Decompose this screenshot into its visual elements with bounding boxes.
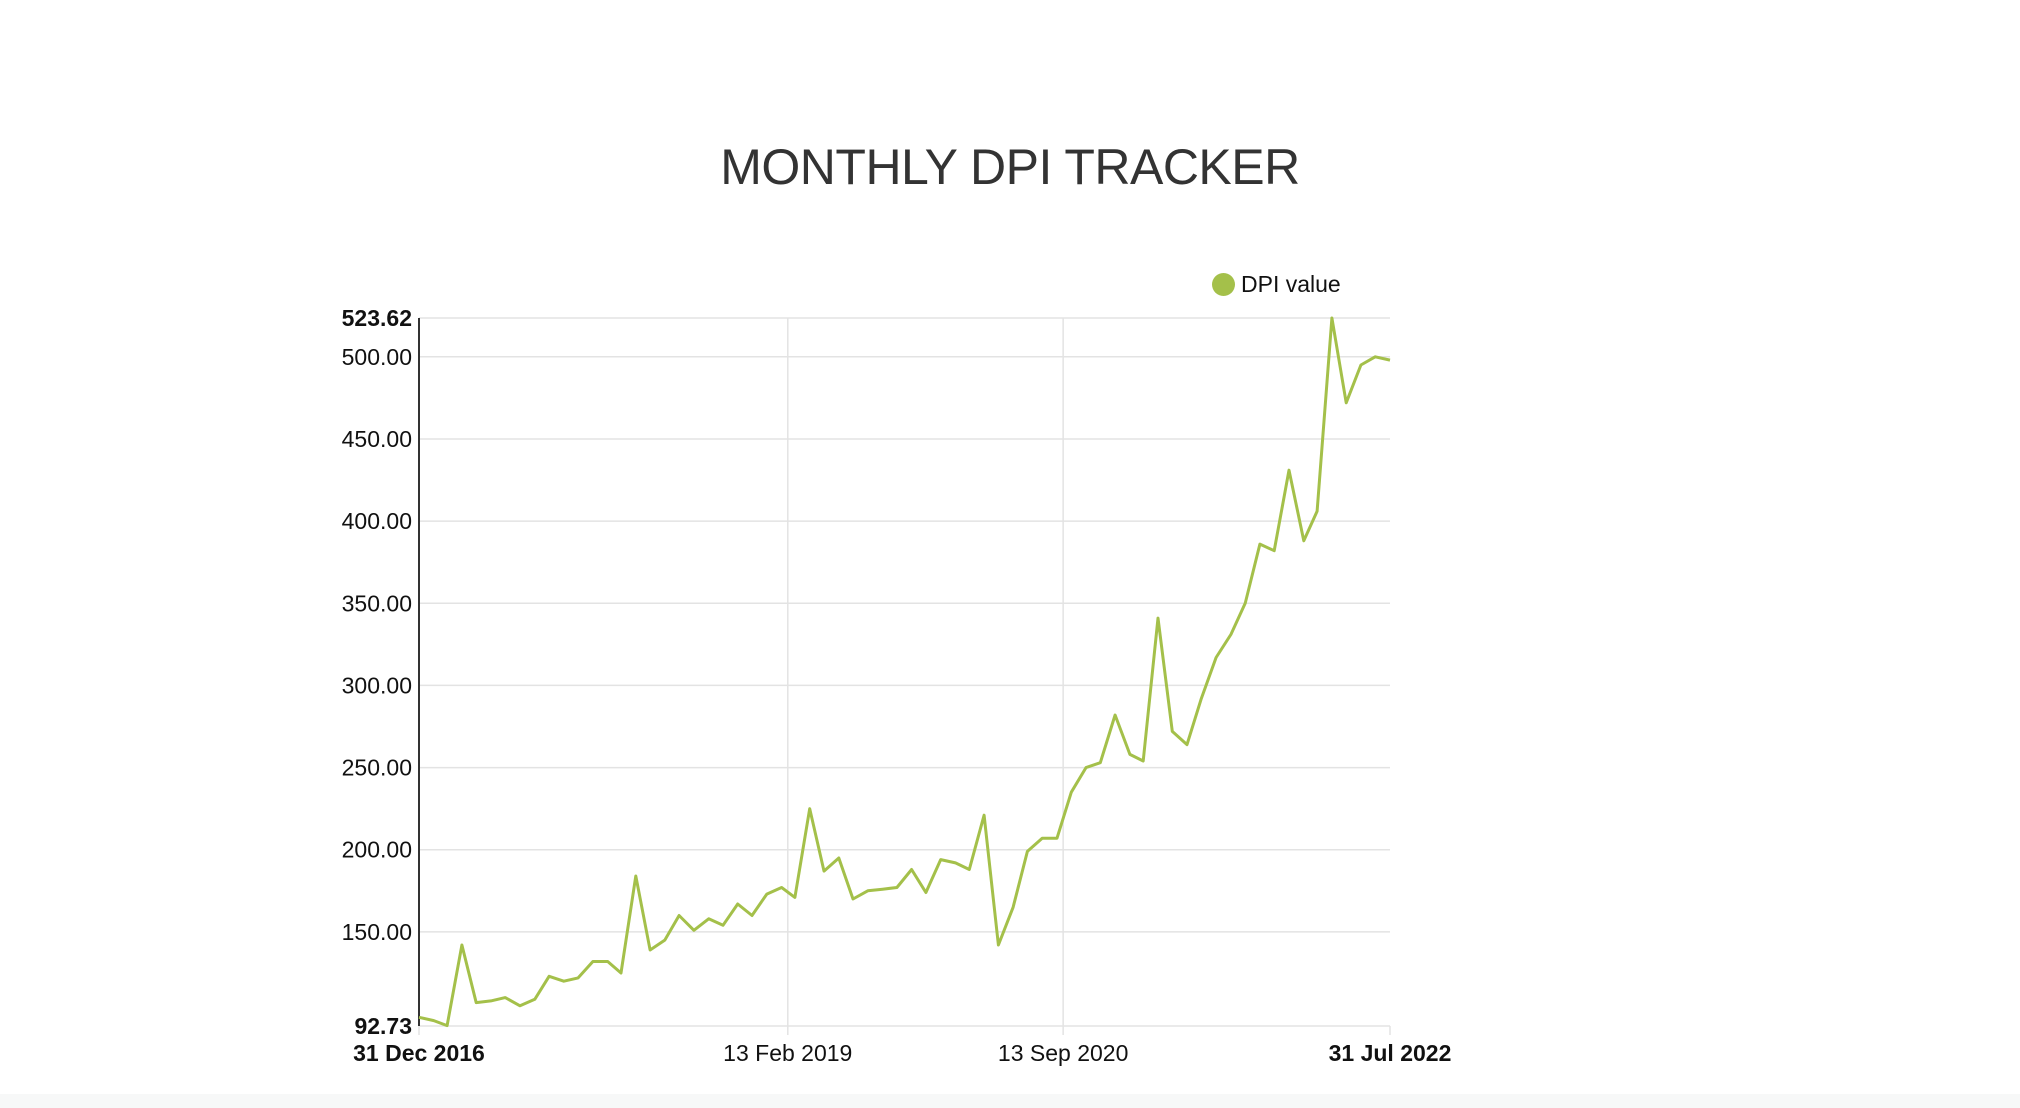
data-point	[881, 887, 885, 891]
data-point	[939, 858, 943, 862]
data-point	[1272, 549, 1276, 553]
data-point	[663, 938, 667, 942]
x-tick-label: 13 Sep 2020	[998, 1040, 1128, 1066]
y-tick-label: 200.00	[342, 837, 412, 863]
data-point	[648, 948, 652, 952]
data-point	[1084, 766, 1088, 770]
series-line-dpi-value	[418, 316, 1391, 1028]
data-point	[1229, 633, 1233, 637]
data-point	[1388, 358, 1392, 362]
data-point	[1040, 836, 1044, 840]
data-point	[547, 974, 551, 978]
data-point	[982, 813, 986, 817]
data-point	[924, 891, 928, 895]
data-point	[837, 856, 841, 860]
data-point	[1330, 316, 1334, 320]
data-point	[1199, 697, 1203, 701]
data-point	[1098, 761, 1102, 765]
data-point	[1128, 752, 1132, 756]
data-point	[910, 868, 914, 872]
data-point	[1373, 355, 1377, 359]
x-tick-label: 31 Jul 2022	[1329, 1040, 1452, 1066]
data-point	[460, 943, 464, 947]
data-point	[1243, 601, 1247, 605]
data-point	[692, 928, 696, 932]
data-point	[619, 971, 623, 975]
data-point	[445, 1024, 449, 1028]
data-point	[996, 943, 1000, 947]
data-point	[765, 892, 769, 896]
data-point	[967, 868, 971, 872]
data-point	[750, 914, 754, 918]
data-point	[677, 914, 681, 918]
data-point	[866, 889, 870, 893]
data-point	[591, 960, 595, 964]
data-point	[634, 874, 638, 878]
data-point	[954, 861, 958, 865]
data-point	[895, 886, 899, 890]
y-tick-label: 92.73	[354, 1013, 412, 1039]
chart-title: MONTHLY DPI TRACKER	[720, 139, 1300, 195]
page-footer-strip	[0, 1094, 2020, 1108]
data-point	[576, 976, 580, 980]
legend-label: DPI value	[1241, 271, 1341, 297]
y-tick-label: 500.00	[342, 344, 412, 370]
data-point	[793, 895, 797, 899]
data-point	[417, 1015, 421, 1019]
data-point	[1170, 729, 1174, 733]
data-point	[1011, 905, 1015, 909]
y-tick-label: 250.00	[342, 755, 412, 781]
data-point	[1185, 743, 1189, 747]
data-point	[721, 923, 725, 927]
data-point	[1055, 836, 1059, 840]
y-tick-label: 150.00	[342, 919, 412, 945]
data-point	[736, 902, 740, 906]
data-point	[808, 807, 812, 811]
data-point	[606, 960, 610, 964]
data-point	[1141, 759, 1145, 763]
data-point	[1113, 713, 1117, 717]
data-point	[489, 999, 493, 1003]
data-point	[1315, 509, 1319, 513]
data-point	[562, 979, 566, 983]
data-point	[533, 997, 537, 1001]
y-tick-label: 350.00	[342, 590, 412, 616]
y-tick-label: 523.62	[342, 305, 412, 331]
data-point	[1344, 401, 1348, 405]
y-tick-label: 450.00	[342, 426, 412, 452]
data-point	[1025, 849, 1029, 853]
y-tick-label: 400.00	[342, 508, 412, 534]
x-tick-label: 31 Dec 2016	[353, 1040, 485, 1066]
data-point	[1156, 616, 1160, 620]
data-point	[1359, 363, 1363, 367]
data-point	[1302, 539, 1306, 543]
data-point	[1214, 656, 1218, 660]
legend-swatch-icon	[1212, 273, 1235, 296]
data-point	[503, 996, 507, 1000]
data-point	[851, 897, 855, 901]
data-point	[1287, 468, 1291, 472]
data-point	[518, 1004, 522, 1008]
data-point	[432, 1019, 436, 1023]
x-tick-label: 13 Feb 2019	[723, 1040, 852, 1066]
legend[interactable]: DPI value	[1212, 271, 1341, 298]
data-point	[707, 917, 711, 921]
y-tick-label: 300.00	[342, 672, 412, 698]
data-point	[474, 1001, 478, 1005]
data-point	[1258, 542, 1262, 546]
data-point	[822, 869, 826, 873]
data-point	[780, 886, 784, 890]
data-point	[1069, 790, 1073, 794]
